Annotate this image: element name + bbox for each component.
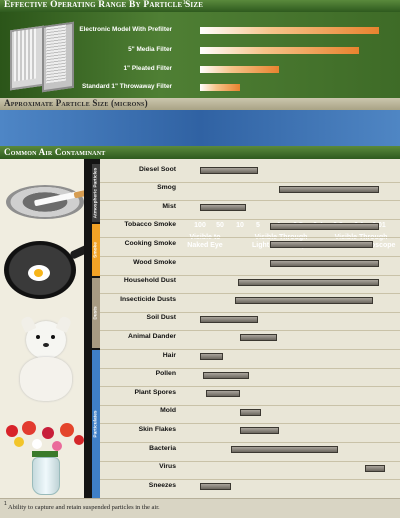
filter-range-bar bbox=[200, 84, 240, 91]
category-label: Dusts bbox=[93, 306, 99, 320]
visibility-naked-eye: Visible to Naked Eye bbox=[187, 234, 223, 249]
axis-tick-label: 0.5 bbox=[293, 222, 303, 229]
contaminant-name: Animal Dander bbox=[128, 332, 176, 340]
dog-image bbox=[6, 315, 86, 403]
contaminant-name: Cooking Smoke bbox=[124, 239, 176, 247]
range-title-sup: 1 bbox=[183, 0, 186, 6]
contaminant-name: Smog bbox=[157, 184, 176, 192]
contaminant-range-bar bbox=[206, 390, 240, 398]
row-divider bbox=[100, 330, 400, 332]
row-divider bbox=[100, 274, 400, 276]
contaminant-range-bar bbox=[240, 408, 261, 416]
visibility-electron-microscope: Visible Through Electron Microscope bbox=[326, 234, 396, 249]
axis-tick-label: 50 bbox=[216, 222, 224, 229]
contaminant-range-bar bbox=[200, 167, 258, 174]
contaminant-range-bar bbox=[200, 353, 223, 360]
illustration-panel bbox=[0, 159, 95, 498]
axis-tick-label: 0.1 bbox=[354, 222, 364, 229]
axis-tick-label: 5 bbox=[256, 222, 260, 229]
contaminant-name: Bacteria bbox=[149, 444, 176, 452]
row-divider bbox=[100, 311, 400, 313]
size-title: Approximate Particle Size (microns) bbox=[4, 98, 148, 108]
axis-tick-label: 0.4 bbox=[313, 222, 323, 229]
axis-tick-label: 1 bbox=[277, 222, 281, 229]
axis-tick-label: 10 bbox=[236, 222, 244, 229]
axis-tick-label: 100 bbox=[194, 222, 206, 229]
range-header: Effective Operating Range By Particle Si… bbox=[0, 0, 400, 12]
filter-label: Standard 1" Throwaway Filter bbox=[81, 83, 172, 90]
contaminant-name: Diesel Soot bbox=[138, 165, 176, 173]
contaminant-name: Plant Spores bbox=[134, 388, 176, 396]
contaminant-name: Virus bbox=[159, 463, 176, 471]
category-particulates: Particulates bbox=[92, 350, 100, 498]
axis-tick-label: 0.3 bbox=[333, 222, 343, 229]
contaminant-name: Mold bbox=[160, 407, 176, 415]
range-title: Effective Operating Range By Particle Si… bbox=[4, 0, 204, 10]
contaminant-range-bar bbox=[200, 315, 258, 323]
axis-tick-label: 0.01 bbox=[372, 222, 386, 229]
row-divider bbox=[100, 181, 400, 183]
visibility-light-microscope: Visible Through Light Microscope bbox=[252, 234, 310, 249]
category-smoke: Smoke bbox=[92, 224, 100, 276]
filter-range-bar bbox=[200, 66, 279, 73]
contaminant-range-bar bbox=[240, 427, 279, 435]
category-label: Atmospheric Particles bbox=[93, 167, 99, 219]
filter-label-column: Electronic Model With Prefilter 5" Media… bbox=[0, 12, 400, 98]
contaminant-title: Common Air Contaminant bbox=[4, 147, 106, 157]
contaminant-name: Hair bbox=[162, 351, 176, 359]
filter-bars bbox=[0, 12, 400, 98]
contaminant-header: Common Air Contaminant bbox=[0, 146, 400, 159]
axis-band: 100 50 10 5 1 0.5 0.4 0.3 0.1 0.01 Visible to Nak… bbox=[0, 110, 400, 249]
row-divider bbox=[100, 256, 400, 257]
contaminant-name: Mist bbox=[162, 202, 176, 210]
contaminant-range-bar bbox=[279, 185, 379, 193]
footnote-text: Ability to capture and retain suspended … bbox=[8, 504, 160, 511]
filter-label: 1" Pleated Filter bbox=[123, 65, 173, 72]
row-divider bbox=[100, 349, 400, 350]
filter-label: 5" Media Filter bbox=[128, 46, 172, 53]
row-divider bbox=[100, 479, 400, 481]
category-label: Particulates bbox=[93, 410, 99, 438]
row-divider bbox=[100, 442, 400, 443]
flower-vase-image bbox=[2, 421, 90, 497]
ashtray-image bbox=[4, 177, 89, 227]
row-divider bbox=[100, 367, 400, 369]
size-header: Approximate Particle Size (microns) bbox=[0, 98, 400, 110]
contaminant-name: Tobacco Smoke bbox=[124, 221, 176, 229]
contaminant-range-bar bbox=[365, 464, 386, 472]
contaminant-range-bar bbox=[237, 278, 379, 286]
filter-range-bar bbox=[200, 27, 379, 34]
footnote-bar: 1 Ability to capture and retain suspende… bbox=[0, 498, 400, 518]
filter-section: Electronic Model With Prefilter 5" Media… bbox=[0, 12, 400, 98]
row-divider bbox=[100, 218, 400, 220]
category-dusts: Dusts bbox=[92, 278, 100, 348]
footnote-sup: 1 bbox=[4, 501, 7, 507]
contaminant-range-bar bbox=[200, 204, 246, 212]
row-divider bbox=[100, 404, 400, 406]
contaminant-range-bar bbox=[203, 371, 250, 379]
contaminant-name: Soil Dust bbox=[146, 314, 176, 322]
category-atmospheric-particles: Atmospheric Particles bbox=[92, 164, 100, 222]
filter-label: Electronic Model With Prefilter bbox=[79, 26, 172, 33]
row-divider bbox=[100, 200, 400, 202]
row-divider bbox=[100, 423, 400, 425]
contaminant-name: Wood Smoke bbox=[133, 258, 176, 266]
contaminant-range-bar bbox=[234, 297, 373, 305]
contaminant-name: Insecticide Dusts bbox=[120, 295, 176, 303]
contaminant-range-bar bbox=[231, 446, 338, 453]
row-divider bbox=[100, 460, 400, 462]
contaminant-range-bar bbox=[200, 483, 232, 491]
contaminant-name: Household Dust bbox=[123, 277, 176, 285]
contaminant-name: Sneezes bbox=[148, 481, 176, 489]
contaminant-range-bar bbox=[269, 260, 379, 267]
contaminant-name: Pollen bbox=[155, 370, 176, 378]
row-divider bbox=[100, 386, 400, 388]
row-divider bbox=[100, 293, 400, 295]
category-label: Smoke bbox=[93, 242, 99, 258]
frying-pan-image bbox=[0, 235, 95, 305]
contaminant-range-bar bbox=[240, 334, 277, 342]
filter-range-bar bbox=[200, 47, 359, 54]
contaminant-name: Skin Flakes bbox=[138, 425, 176, 433]
